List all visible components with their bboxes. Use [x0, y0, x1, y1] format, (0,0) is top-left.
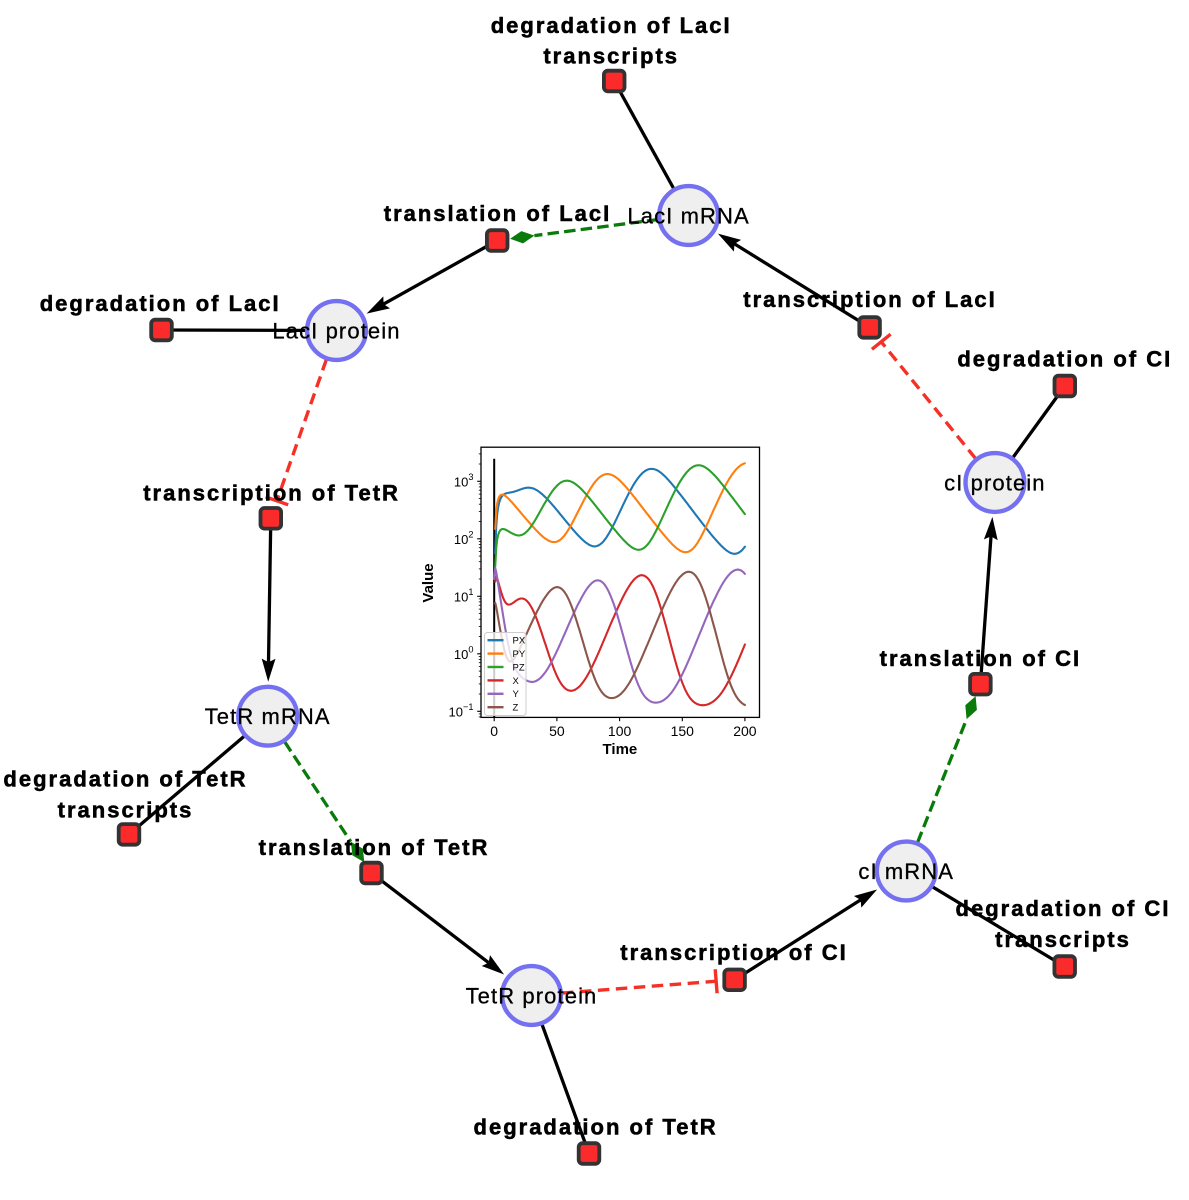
svg-text:Z: Z [513, 703, 519, 714]
svg-text:LacI protein: LacI protein [272, 319, 400, 344]
svg-text:103: 103 [454, 472, 474, 490]
svg-text:PY: PY [513, 649, 526, 660]
svg-text:TetR protein: TetR protein [466, 984, 598, 1009]
svg-text:translation of LacI: translation of LacI [384, 201, 611, 226]
svg-text:degradation of CI: degradation of CI [956, 896, 1171, 921]
svg-text:50: 50 [549, 723, 565, 739]
svg-text:cI protein: cI protein [944, 471, 1046, 496]
svg-text:102: 102 [454, 529, 474, 547]
svg-text:Time: Time [603, 741, 638, 758]
svg-text:degradation of TetR: degradation of TetR [474, 1115, 718, 1140]
svg-text:0: 0 [490, 723, 498, 739]
svg-text:PX: PX [513, 636, 526, 647]
svg-text:degradation of CI: degradation of CI [957, 346, 1172, 371]
svg-text:100: 100 [454, 644, 474, 662]
svg-text:Y: Y [513, 689, 520, 700]
svg-text:translation of CI: translation of CI [880, 646, 1081, 671]
svg-text:X: X [513, 676, 520, 687]
svg-text:LacI mRNA: LacI mRNA [627, 204, 749, 229]
svg-text:transcription of CI: transcription of CI [620, 940, 847, 965]
svg-text:degradation of TetR: degradation of TetR [3, 767, 247, 792]
svg-text:degradation of LacI: degradation of LacI [40, 291, 281, 316]
svg-text:transcripts: transcripts [58, 797, 194, 822]
svg-text:101: 101 [454, 587, 474, 605]
svg-text:transcription of LacI: transcription of LacI [743, 287, 996, 312]
svg-text:Value: Value [420, 563, 437, 602]
svg-text:transcription of TetR: transcription of TetR [143, 481, 400, 506]
svg-text:transcripts: transcripts [995, 927, 1131, 952]
svg-text:PZ: PZ [513, 662, 525, 673]
svg-text:translation of TetR: translation of TetR [259, 835, 490, 860]
svg-text:150: 150 [671, 723, 695, 739]
svg-text:transcripts: transcripts [543, 44, 679, 69]
svg-text:10−1: 10−1 [449, 702, 474, 720]
svg-text:TetR mRNA: TetR mRNA [205, 704, 331, 729]
svg-text:cI mRNA: cI mRNA [858, 859, 954, 884]
svg-text:100: 100 [608, 723, 632, 739]
svg-text:degradation of LacI: degradation of LacI [491, 13, 732, 38]
svg-text:200: 200 [733, 723, 757, 739]
